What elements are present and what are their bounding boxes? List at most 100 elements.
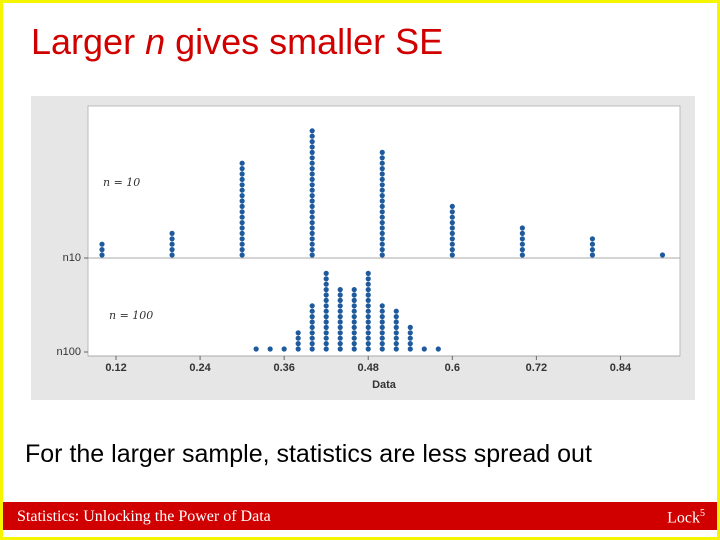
dot xyxy=(337,292,343,298)
dot xyxy=(393,314,399,320)
dot xyxy=(337,330,343,336)
dot xyxy=(379,166,385,172)
dot xyxy=(323,346,329,352)
dot xyxy=(337,287,343,293)
dot xyxy=(379,341,385,347)
dot xyxy=(99,247,105,253)
title-italic: n xyxy=(145,21,166,62)
dot xyxy=(379,319,385,325)
dot xyxy=(379,324,385,330)
dot xyxy=(309,247,315,253)
dot xyxy=(407,324,413,330)
dot xyxy=(365,330,371,336)
dot xyxy=(323,314,329,320)
dot xyxy=(309,209,315,215)
dot xyxy=(449,225,455,231)
dot xyxy=(295,346,301,352)
dot xyxy=(337,319,343,325)
dot xyxy=(351,319,357,325)
dot xyxy=(309,155,315,161)
dot xyxy=(351,303,357,309)
dot xyxy=(239,209,245,215)
dot xyxy=(99,241,105,247)
x-tick-label: 0.6 xyxy=(445,362,460,374)
dot xyxy=(239,203,245,209)
dot xyxy=(309,236,315,242)
dot xyxy=(281,346,287,352)
dot xyxy=(239,247,245,253)
dot xyxy=(309,203,315,209)
dot xyxy=(309,214,315,220)
dot xyxy=(239,187,245,193)
dot xyxy=(589,252,596,258)
dot xyxy=(379,160,385,166)
dot xyxy=(309,193,315,199)
dot xyxy=(379,225,385,231)
dot xyxy=(337,324,343,330)
dot xyxy=(309,314,315,320)
dot xyxy=(323,297,329,303)
dot xyxy=(449,252,455,258)
dot xyxy=(351,341,357,347)
dot xyxy=(309,303,315,309)
dot xyxy=(323,319,329,325)
dot xyxy=(365,324,371,330)
dot xyxy=(323,287,329,293)
dot xyxy=(323,308,329,314)
footer: Statistics: Unlocking the Power of Data … xyxy=(3,502,717,530)
dot xyxy=(309,187,315,193)
dot xyxy=(239,252,245,258)
dot xyxy=(519,225,525,231)
dot xyxy=(379,303,385,309)
dot xyxy=(169,247,175,253)
dot xyxy=(309,144,315,150)
dot xyxy=(309,139,315,145)
dot xyxy=(295,330,301,336)
dot xyxy=(365,335,371,341)
dot xyxy=(393,346,399,352)
row-label: n100 xyxy=(57,346,81,358)
dot xyxy=(519,241,525,247)
dot xyxy=(323,292,329,298)
dot xyxy=(239,225,245,231)
title-text: Larger xyxy=(31,21,146,62)
dot xyxy=(169,230,175,236)
dot xyxy=(379,230,385,236)
dot xyxy=(407,346,413,352)
dot xyxy=(449,203,455,209)
dot xyxy=(323,270,329,276)
dot xyxy=(365,314,371,320)
dot xyxy=(239,236,245,242)
dot xyxy=(379,241,385,247)
dot xyxy=(379,346,385,352)
dot xyxy=(421,346,427,352)
dot xyxy=(337,341,343,347)
dot xyxy=(309,128,315,134)
dot xyxy=(351,287,357,293)
dot xyxy=(323,324,329,330)
dot xyxy=(337,346,343,352)
dot xyxy=(379,308,385,314)
dot xyxy=(393,341,399,347)
dot xyxy=(365,281,371,287)
dot xyxy=(379,220,385,226)
dot xyxy=(393,324,399,330)
plot-area xyxy=(87,105,681,357)
dot xyxy=(309,133,315,139)
dot xyxy=(309,330,315,336)
dot xyxy=(309,346,315,352)
dot xyxy=(309,319,315,325)
dot xyxy=(449,220,455,226)
dot xyxy=(239,220,245,226)
dot xyxy=(309,230,315,236)
slide-title: Larger n gives smaller SE xyxy=(31,21,443,63)
dot xyxy=(169,241,175,247)
dot xyxy=(239,171,245,177)
dot xyxy=(407,335,413,341)
dot xyxy=(379,198,385,204)
dot xyxy=(365,319,371,325)
dot xyxy=(309,176,315,182)
dot xyxy=(337,314,343,320)
caption: For the larger sample, statistics are le… xyxy=(25,440,592,468)
